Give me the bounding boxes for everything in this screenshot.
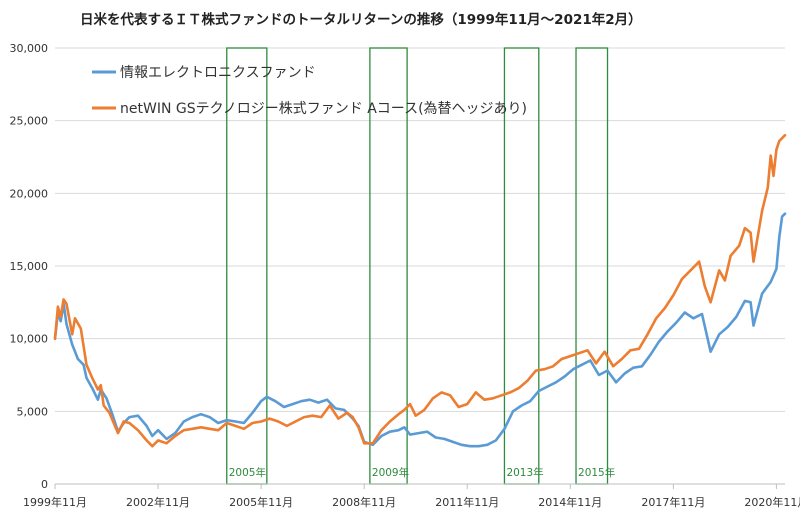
y-tick-label: 30,000	[10, 42, 49, 55]
y-tick-label: 15,000	[10, 260, 49, 273]
x-tick-label: 1999年11月	[23, 495, 87, 509]
y-tick-label: 5,000	[17, 405, 49, 418]
legend-label-series-1: 情報エレクトロニクスファンド	[120, 65, 316, 81]
legend-label-series-2: netWIN GSテクノロジー株式ファンド Aコース(為替ヘッジあり)	[120, 101, 527, 117]
x-tick-label: 2020年11月	[744, 495, 800, 509]
y-tick-label: 20,000	[10, 187, 49, 200]
series-line-2	[53, 133, 787, 448]
gridlines	[55, 47, 785, 485]
y-tick-label: 0	[41, 478, 48, 491]
chart-title: 日米を代表するＩＴ株式ファンドのトータルリターンの推移（1999年11月～202…	[80, 11, 642, 28]
x-tick-label: 2002年11月	[126, 495, 190, 509]
period-box-label: 2005年	[229, 466, 266, 479]
legend: 情報エレクトロニクスファンド netWIN GSテクノロジー株式ファンド Aコー…	[92, 65, 527, 117]
x-tick-label: 2014年11月	[538, 495, 602, 509]
series-line-1	[53, 212, 787, 448]
series-lines	[53, 133, 787, 448]
x-tick-label: 2011年11月	[435, 495, 499, 509]
x-tick-label: 2005年11月	[229, 495, 293, 509]
y-tick-label: 25,000	[10, 115, 49, 128]
y-tick-label: 10,000	[10, 333, 49, 346]
period-box-label: 2009年	[372, 466, 409, 479]
x-tick-label: 2008年11月	[332, 495, 396, 509]
axes: 0 5,000 10,000 15,000 20,000 25,000 30,000 1999…	[10, 42, 800, 509]
x-tick-label: 2017年11月	[641, 495, 705, 509]
period-box-label: 2015年	[578, 466, 615, 479]
period-box-label: 2013年	[506, 466, 543, 479]
